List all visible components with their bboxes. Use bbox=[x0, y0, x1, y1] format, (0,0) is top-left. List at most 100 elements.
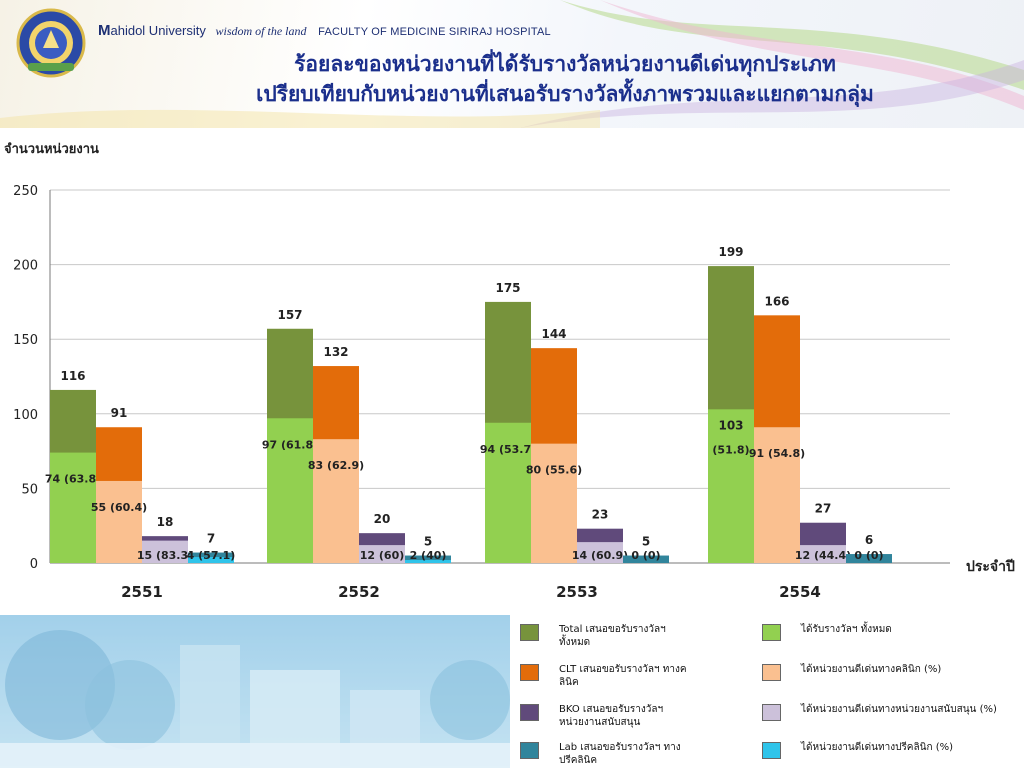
bar-lab-proposed bbox=[846, 554, 892, 563]
data-label-awarded: 2 (40) bbox=[410, 549, 447, 562]
faculty-name: FACULTY OF MEDICINE SIRIRAJ HOSPITAL bbox=[318, 26, 551, 38]
data-label-awarded: 94 (53.7) bbox=[480, 443, 536, 456]
legend-item: ได้หน่วยงานดีเด่นทางคลินิก (%) bbox=[762, 663, 1024, 681]
bar-lab-proposed bbox=[405, 555, 451, 563]
legend-swatch bbox=[762, 624, 781, 641]
bar-bko-awarded bbox=[800, 545, 846, 563]
university-initial: M bbox=[98, 22, 111, 39]
y-axis-label: จำนวนหน่วยงาน bbox=[4, 142, 99, 157]
legend-item: CLT เสนอขอรับรางวัลฯ ทางคลินิค bbox=[520, 663, 689, 689]
legend-swatch bbox=[520, 624, 539, 641]
legend-swatch bbox=[762, 704, 781, 721]
y-tick-label: 0 bbox=[30, 557, 38, 572]
legend-item: ได้รับรางวัลฯ ทั้งหมด bbox=[762, 623, 1024, 641]
legend-item: Total เสนอขอรับรางวัลฯ ทั้งหมด bbox=[520, 623, 689, 649]
data-label-proposed: 6 bbox=[865, 533, 873, 547]
legend-label: Lab เสนอขอรับรางวัลฯ ทางปรีคลินิค bbox=[559, 742, 681, 766]
legend-label: ได้หน่วยงานดีเด่นทางหน่วยงานสนับสนุน (%) bbox=[801, 704, 997, 715]
legend-label: BKO เสนอขอรับรางวัลฯ หน่วยงานสนับสนุน bbox=[559, 704, 664, 728]
x-axis-label: ประจำปี bbox=[966, 559, 1015, 575]
bar-total-awarded bbox=[267, 418, 313, 563]
data-label-awarded: 91 (54.8) bbox=[749, 447, 805, 460]
data-label-proposed: 116 bbox=[60, 369, 85, 383]
bar-clt-awarded bbox=[313, 439, 359, 563]
data-label-awarded: 97 (61.8) bbox=[262, 438, 318, 451]
data-label-awarded: 83 (62.9) bbox=[308, 459, 364, 472]
y-tick-label: 50 bbox=[21, 482, 38, 497]
campus-photo-art bbox=[0, 615, 510, 768]
bar-lab-awarded bbox=[405, 560, 451, 563]
data-label-proposed: 23 bbox=[592, 508, 609, 522]
legend-label: ได้รับรางวัลฯ ทั้งหมด bbox=[801, 624, 892, 635]
data-label-awarded: 15 (83.3) bbox=[137, 549, 193, 562]
data-label-awarded: 103 bbox=[718, 418, 743, 432]
data-label-awarded: 55 (60.4) bbox=[91, 501, 147, 514]
data-label-proposed: 157 bbox=[277, 308, 302, 322]
data-label-proposed: 166 bbox=[764, 294, 789, 308]
slide-header: Mahidol University wisdom of the land FA… bbox=[0, 0, 1024, 128]
bar-bko-awarded bbox=[142, 540, 188, 563]
university-name: Mahidol University wisdom of the land FA… bbox=[98, 22, 551, 39]
chart-legend: Total เสนอขอรับรางวัลฯ ทั้งหมด ได้รับรางว… bbox=[512, 615, 1024, 768]
y-tick-label: 150 bbox=[13, 333, 38, 348]
data-label-awarded: 12 (44.4) bbox=[795, 549, 851, 562]
bar-clt-awarded bbox=[96, 480, 142, 563]
slide-title-line2: เปรียบเทียบกับหน่วยงานที่เสนอรับรางวัลทั… bbox=[256, 82, 874, 106]
campus-photo bbox=[0, 615, 510, 768]
x-tick-label: 2553 bbox=[556, 583, 598, 601]
bar-total-awarded bbox=[50, 452, 96, 563]
data-label-proposed: 20 bbox=[374, 512, 391, 526]
y-tick-label: 100 bbox=[13, 408, 38, 423]
data-label-awarded: 12 (60) bbox=[360, 549, 405, 562]
legend-swatch bbox=[520, 742, 539, 759]
data-label-proposed: 18 bbox=[157, 515, 174, 529]
mahidol-logo-icon bbox=[16, 8, 86, 78]
data-label-proposed: 175 bbox=[495, 281, 520, 295]
data-label-awarded: 4 (57.1) bbox=[187, 549, 236, 562]
data-label-proposed: 199 bbox=[718, 245, 743, 259]
legend-item: ได้หน่วยงานดีเด่นทางปรีคลินิก (%) bbox=[762, 741, 1024, 759]
legend-label: Total เสนอขอรับรางวัลฯ ทั้งหมด bbox=[559, 624, 666, 648]
data-label-awarded: 74 (63.8) bbox=[45, 473, 101, 486]
data-label-awarded: 80 (55.6) bbox=[526, 464, 582, 477]
data-label-percent: (51.8) bbox=[712, 443, 749, 456]
legend-swatch bbox=[762, 664, 781, 681]
x-tick-label: 2552 bbox=[338, 583, 380, 601]
data-label-proposed: 144 bbox=[541, 327, 566, 341]
bar-lab-awarded bbox=[188, 557, 234, 563]
bar-bko-awarded bbox=[359, 545, 405, 563]
university-rest: ahidol University bbox=[110, 23, 206, 38]
legend-label: ได้หน่วยงานดีเด่นทางปรีคลินิก (%) bbox=[801, 742, 954, 753]
legend-item: ได้หน่วยงานดีเด่นทางหน่วยงานสนับสนุน (%) bbox=[762, 703, 1024, 721]
bar-lab-proposed bbox=[623, 555, 669, 563]
data-label-awarded: 0 (0) bbox=[854, 549, 883, 562]
data-label-awarded: 14 (60.9) bbox=[572, 549, 628, 562]
bar-clt-awarded bbox=[754, 427, 800, 563]
header-swoosh-decoration bbox=[0, 0, 1024, 128]
legend-item: Lab เสนอขอรับรางวัลฯ ทางปรีคลินิค bbox=[520, 741, 689, 767]
legend-swatch bbox=[520, 704, 539, 721]
legend-swatch bbox=[520, 664, 539, 681]
legend-label: ได้หน่วยงานดีเด่นทางคลินิก (%) bbox=[801, 664, 942, 675]
legend-swatch bbox=[762, 742, 781, 759]
x-tick-label: 2554 bbox=[779, 583, 821, 601]
data-label-proposed: 27 bbox=[815, 502, 832, 516]
bar-chart: 0 50 100 150 200 250 116 74 (63.8) 91 55 (60.4) 18… bbox=[13, 184, 950, 601]
data-label-awarded: 0 (0) bbox=[631, 549, 660, 562]
legend-label: CLT เสนอขอรับรางวัลฯ ทางคลินิค bbox=[559, 664, 687, 688]
bar-total-awarded bbox=[708, 409, 754, 563]
data-label-proposed: 5 bbox=[642, 535, 650, 549]
data-label-proposed: 7 bbox=[207, 532, 215, 546]
legend-item: BKO เสนอขอรับรางวัลฯ หน่วยงานสนับสนุน bbox=[520, 703, 689, 729]
x-tick-label: 2551 bbox=[121, 583, 163, 601]
slide-title-line1: ร้อยละของหน่วยงานที่ได้รับรางวัลหน่วยงาน… bbox=[294, 52, 836, 76]
bar-clt-awarded bbox=[531, 443, 577, 563]
bar-total-awarded bbox=[485, 422, 531, 563]
university-motto: wisdom of the land bbox=[215, 24, 307, 38]
y-tick-label: 200 bbox=[13, 259, 38, 274]
y-tick-label: 250 bbox=[13, 184, 38, 199]
data-label-proposed: 132 bbox=[323, 345, 348, 359]
bar-bko-awarded bbox=[577, 542, 623, 563]
data-label-proposed: 91 bbox=[111, 406, 128, 420]
data-label-proposed: 5 bbox=[424, 535, 432, 549]
